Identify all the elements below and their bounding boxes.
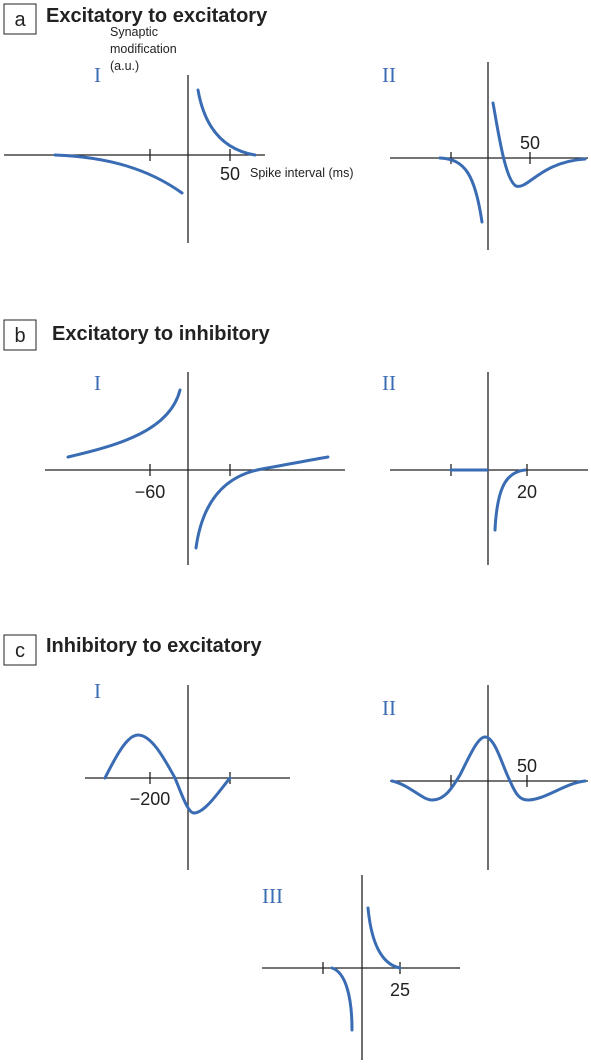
y-axis-label: modification xyxy=(110,42,177,56)
curve xyxy=(491,101,587,188)
tick-label: 50 xyxy=(517,756,537,776)
panel-label: c xyxy=(15,640,25,662)
panel-box xyxy=(3,634,37,666)
numeral: I xyxy=(94,679,101,703)
tick-label: −60 xyxy=(135,482,166,502)
tick-label: 50 xyxy=(520,133,540,153)
y-axis-label: Synaptic xyxy=(110,25,158,39)
panel-title: Excitatory to inhibitory xyxy=(52,323,271,345)
tick-label: 25 xyxy=(390,980,410,1000)
panel-a: a Excitatory to excitatory I Synaptic mo… xyxy=(3,3,588,250)
curve xyxy=(390,735,587,802)
panel-box xyxy=(3,3,37,35)
y-axis-label: (a.u.) xyxy=(110,59,139,73)
numeral: I xyxy=(94,63,101,87)
curve xyxy=(366,906,402,970)
curve xyxy=(493,468,527,532)
numeral: II xyxy=(382,371,396,395)
panel-b: b Excitatory to inhibitory I −60 II 20 xyxy=(3,319,588,565)
numeral: II xyxy=(382,696,396,720)
tick-label: 20 xyxy=(517,482,537,502)
panel-label: a xyxy=(14,9,26,31)
panel-title: Inhibitory to excitatory xyxy=(46,635,262,657)
numeral: III xyxy=(262,884,283,908)
panel-label: b xyxy=(14,325,25,347)
curve xyxy=(66,388,182,459)
tick-label: −200 xyxy=(130,789,171,809)
tick-label: 50 xyxy=(220,164,240,184)
panel-title: Excitatory to excitatory xyxy=(46,5,268,27)
curve xyxy=(438,156,484,224)
panel-c: c Inhibitory to excitatory I −200 II 50 … xyxy=(3,634,588,1060)
x-axis-label: Spike interval (ms) xyxy=(250,166,354,180)
curve xyxy=(53,153,184,195)
curve xyxy=(196,88,257,157)
curve xyxy=(103,733,232,815)
numeral: I xyxy=(94,371,101,395)
numeral: II xyxy=(382,63,396,87)
curve xyxy=(194,455,330,550)
curve xyxy=(330,966,354,1032)
panel-box xyxy=(3,319,37,351)
